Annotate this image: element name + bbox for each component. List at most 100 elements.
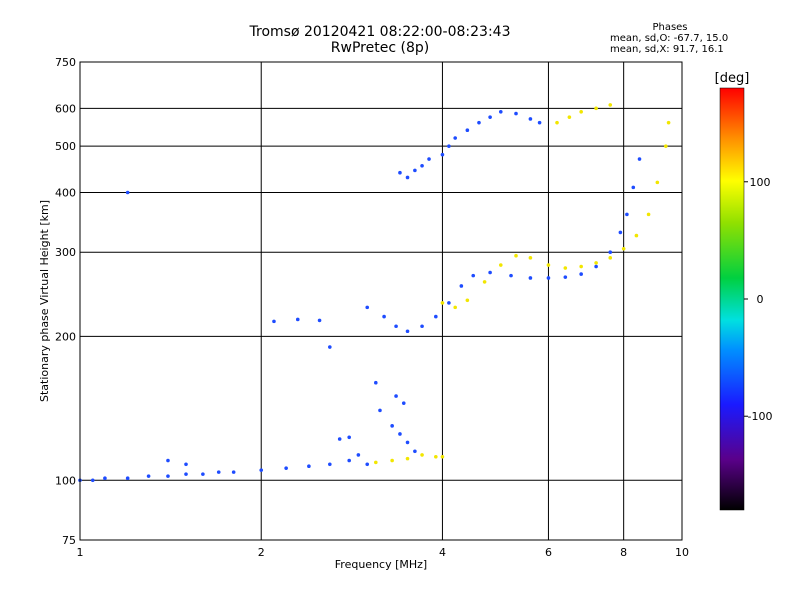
data-point [356, 453, 361, 457]
data-point [307, 464, 311, 469]
colorbar-tick-label: 0 [757, 293, 764, 306]
data-point [365, 305, 370, 310]
chart-title: Tromsø 20120421 08:22:00-08:23:43 [249, 24, 511, 40]
data-point [166, 474, 170, 478]
x-tick-label: 6 [545, 546, 552, 559]
data-point [337, 437, 342, 441]
y-tick-label: 400 [55, 186, 76, 199]
y-tick-label: 75 [62, 534, 76, 547]
data-point [594, 264, 598, 269]
colorbar-label: [deg] [715, 71, 750, 86]
y-axis-label: Stationary phase Virtual Height [km] [38, 200, 51, 402]
data-point [546, 263, 551, 267]
data-point [465, 128, 470, 132]
colorbar-tick-label: -100 [748, 410, 773, 423]
data-point [216, 470, 221, 474]
data-point [646, 212, 651, 217]
data-point [579, 110, 583, 114]
data-point [579, 264, 583, 269]
x-tick-labels: 1 2 4 6 8 10 [77, 546, 690, 559]
y-tick-label: 600 [55, 102, 76, 115]
data-point [272, 319, 276, 324]
data-point [594, 261, 598, 265]
data-point [347, 458, 351, 463]
data-point [447, 144, 451, 148]
y-tick-label: 100 [55, 474, 76, 487]
data-point [125, 476, 130, 481]
data-point [514, 253, 518, 258]
data-point [201, 472, 205, 476]
data-point [509, 273, 513, 278]
data-point [528, 276, 533, 280]
colorbar-tick-label: 100 [750, 176, 771, 189]
data-point [405, 456, 410, 461]
data-point [347, 435, 351, 440]
data-point [563, 275, 568, 279]
y-tick-label: 300 [55, 246, 76, 259]
data-point [231, 470, 236, 474]
data-point [555, 120, 559, 125]
data-point [398, 432, 402, 436]
data-point [413, 168, 417, 173]
data-point [434, 314, 438, 319]
chart-subtitle: RwPretec (8p) [330, 40, 430, 56]
data-point [528, 256, 533, 260]
data-point [594, 106, 598, 111]
colorbar-ticks: -100 0 100 [744, 176, 772, 423]
phase-stats-heading: Phases [652, 22, 688, 33]
data-point [477, 120, 481, 125]
data-point [488, 115, 492, 119]
phase-stats-x: mean, sd,X: 91.7, 16.1 [610, 44, 724, 55]
data-point [394, 394, 398, 398]
x-tick-label: 10 [675, 546, 689, 559]
data-point [453, 305, 457, 310]
data-point [398, 170, 402, 175]
data-point [184, 462, 188, 467]
x-tick-label: 4 [439, 546, 446, 559]
data-point [563, 266, 568, 270]
data-point [90, 478, 95, 483]
data-point [546, 276, 551, 280]
data-point [373, 460, 378, 465]
data-point [514, 111, 518, 116]
data-point [664, 144, 668, 148]
data-point [184, 472, 188, 476]
data-point [618, 230, 623, 235]
x-tick-label: 2 [258, 546, 265, 559]
data-point [259, 468, 264, 472]
data-point [295, 317, 300, 322]
data-point [488, 270, 492, 275]
data-point [405, 175, 410, 180]
data-point [328, 462, 332, 467]
data-point [365, 462, 370, 467]
data-point [440, 152, 445, 157]
data-point [328, 345, 332, 349]
data-point [608, 256, 613, 260]
data-point [440, 301, 445, 305]
data-point [528, 117, 533, 121]
data-point [405, 440, 410, 445]
y-tick-label: 500 [55, 140, 76, 153]
data-point [625, 212, 629, 217]
data-point [465, 298, 470, 303]
data-point [637, 157, 642, 161]
data-point [655, 180, 660, 185]
data-point [498, 263, 503, 267]
colorbar [719, 87, 745, 511]
data-point [390, 458, 394, 463]
x-tick-label: 1 [77, 546, 84, 559]
data-point [420, 324, 424, 329]
phase-stats: Phases mean, sd,O: -67.7, 15.0 mean, sd,… [610, 22, 730, 55]
data-point [394, 324, 398, 329]
data-point [146, 474, 151, 478]
data-point [405, 329, 410, 334]
grid [79, 61, 683, 541]
data-point [631, 185, 636, 190]
data-point [608, 250, 613, 255]
data-point [125, 190, 130, 195]
data-point [317, 318, 322, 323]
phase-stats-o: mean, sd,O: -67.7, 15.0 [610, 33, 729, 44]
data-point [382, 314, 386, 319]
y-tick-label: 750 [55, 56, 76, 69]
